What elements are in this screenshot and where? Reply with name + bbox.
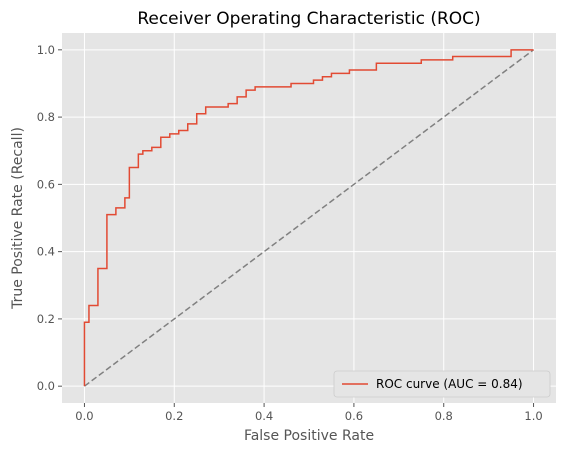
legend-label: ROC curve (AUC = 0.84) <box>376 377 523 391</box>
y-tick-label-5: 1.0 <box>37 43 55 57</box>
chance-diagonal-line <box>84 49 534 387</box>
legend: ROC curve (AUC = 0.84) <box>333 370 551 398</box>
x-axis-label: False Positive Rate <box>244 428 374 444</box>
y-tick-label-3: 0.6 <box>37 177 55 191</box>
x-tick-label-3: 0.6 <box>345 409 363 423</box>
x-tick-label-0: 0.0 <box>75 409 93 423</box>
roc-curve-line <box>83 49 534 387</box>
chart-title: Receiver Operating Characteristic (ROC) <box>137 9 480 29</box>
y-tick-label-4: 0.8 <box>37 110 55 124</box>
series-layer <box>83 49 534 387</box>
legend-box <box>333 370 551 398</box>
y-tick-label-2: 0.4 <box>37 245 55 259</box>
y-axis-label: True Positive Rate (Recall) <box>10 127 26 310</box>
y-tick-label-0: 0.0 <box>37 379 55 393</box>
tick-labels: 0.0 0.2 0.4 0.6 0.8 1.0 0.0 0.2 0.4 0.6 0.8 1.0 <box>37 43 543 423</box>
y-tick-label-1: 0.2 <box>37 312 55 326</box>
x-tick-label-4: 0.8 <box>435 409 453 423</box>
x-tick-label-2: 0.4 <box>255 409 273 423</box>
x-tick-label-5: 1.0 <box>524 409 542 423</box>
x-tick-label-1: 0.2 <box>165 409 183 423</box>
